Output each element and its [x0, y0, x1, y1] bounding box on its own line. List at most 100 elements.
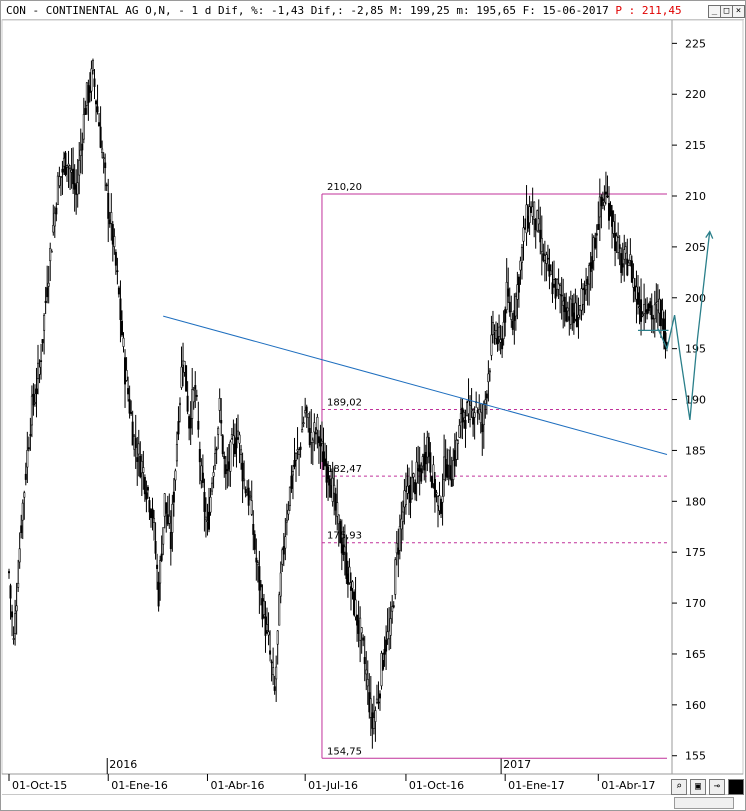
price-chart[interactable]: 155 160 165 170 175 180 185 190 195 200 205 210 215 2…	[1, 1, 745, 793]
candle-body	[411, 477, 414, 500]
candle-body	[189, 418, 192, 429]
candle-body	[159, 560, 162, 584]
candle-body	[160, 553, 163, 561]
candle-body	[157, 581, 160, 607]
candle-body	[505, 281, 508, 310]
y-tick-label: 205	[685, 241, 706, 254]
candle-body	[88, 86, 91, 93]
candle-body	[70, 169, 73, 173]
candle-body	[185, 365, 188, 392]
candle-body	[142, 467, 145, 473]
candle-body	[632, 277, 635, 288]
candle-body	[343, 546, 346, 553]
candle-body	[214, 452, 217, 466]
candle-body	[519, 260, 522, 271]
x-tick-label: 01-Abr-16	[210, 779, 264, 792]
candle-body	[90, 68, 93, 92]
y-tick-label: 195	[685, 343, 706, 356]
candle-body	[125, 370, 128, 381]
candle-body	[148, 500, 151, 513]
candle-body	[37, 362, 40, 380]
y-tick-label: 220	[685, 88, 706, 101]
candle-body	[618, 244, 621, 249]
candle-body	[273, 686, 276, 691]
candle-body	[137, 443, 140, 455]
candle-body	[139, 455, 142, 478]
candle-body	[249, 495, 252, 498]
candle-body	[169, 532, 172, 549]
candle-body	[272, 667, 275, 676]
candle-body	[269, 650, 272, 655]
save-icon[interactable]: ▣	[690, 779, 706, 795]
candle-body	[458, 425, 461, 438]
candle-body	[110, 212, 113, 224]
candle-body	[601, 198, 604, 202]
candle-body	[12, 638, 15, 640]
candle-body	[267, 631, 270, 636]
candle-body	[290, 475, 293, 489]
plot-frame	[1, 19, 744, 775]
candle-body	[226, 469, 229, 472]
candle-body	[266, 624, 269, 631]
candle-body	[261, 598, 264, 620]
candle-body	[429, 452, 432, 473]
candle-body	[583, 287, 586, 295]
candle-body	[407, 486, 410, 493]
candle-body	[630, 260, 633, 283]
candle-body	[372, 717, 375, 729]
candle-body	[501, 338, 504, 350]
candle-body	[18, 548, 21, 563]
candle-body	[470, 409, 473, 411]
candle-body	[133, 435, 136, 450]
candle-body	[38, 366, 41, 375]
candle-body	[62, 157, 65, 167]
y-tick-label: 180	[685, 495, 706, 508]
candle-body	[308, 427, 311, 446]
candle-body	[359, 617, 362, 641]
y-tick-label: 170	[685, 597, 706, 610]
candle-body	[255, 557, 258, 563]
candle-body	[582, 289, 585, 305]
candle-body	[174, 470, 177, 481]
candle-body	[17, 582, 20, 588]
candle-body	[55, 207, 58, 215]
candle-body	[218, 397, 221, 411]
minimize-icon[interactable]: _	[708, 5, 721, 18]
y-tick-label: 215	[685, 139, 706, 152]
candle-body	[533, 201, 536, 220]
candle-body	[415, 461, 418, 484]
candle-body	[356, 614, 359, 626]
candle-body	[557, 283, 560, 290]
candle-body	[659, 299, 662, 327]
pin-icon[interactable]: ⊸	[709, 779, 725, 795]
title-text: CON - CONTINENTAL AG O,N, - 1 d Dif, %: …	[6, 4, 682, 17]
candle-body	[385, 639, 388, 652]
candle-body	[623, 249, 626, 260]
fib-level-label: 189,02	[327, 398, 362, 409]
candle-body	[446, 464, 449, 478]
candle-body	[113, 236, 116, 247]
candle-body	[304, 410, 307, 414]
candle-body	[510, 311, 513, 320]
search-icon[interactable]: ⌕	[671, 779, 687, 795]
candle-body	[578, 305, 581, 311]
candle-body	[154, 541, 157, 554]
y-tick-label: 165	[685, 648, 706, 661]
candle-body	[191, 389, 194, 419]
candle-body	[426, 436, 429, 458]
candle-body	[391, 606, 394, 612]
candle-body	[473, 412, 476, 418]
candle-body	[258, 566, 261, 591]
candle-body	[539, 229, 542, 243]
candle-body	[339, 521, 342, 544]
candle-body	[418, 464, 421, 472]
candle-body	[452, 460, 455, 480]
candle-body	[574, 302, 577, 320]
candle-body	[658, 298, 661, 314]
candle-body	[617, 237, 620, 253]
color-square-icon[interactable]	[728, 779, 744, 795]
scrollbar[interactable]	[674, 797, 734, 809]
close-icon[interactable]: ×	[732, 5, 745, 18]
candle-body	[232, 435, 235, 445]
candle-body	[178, 402, 181, 406]
